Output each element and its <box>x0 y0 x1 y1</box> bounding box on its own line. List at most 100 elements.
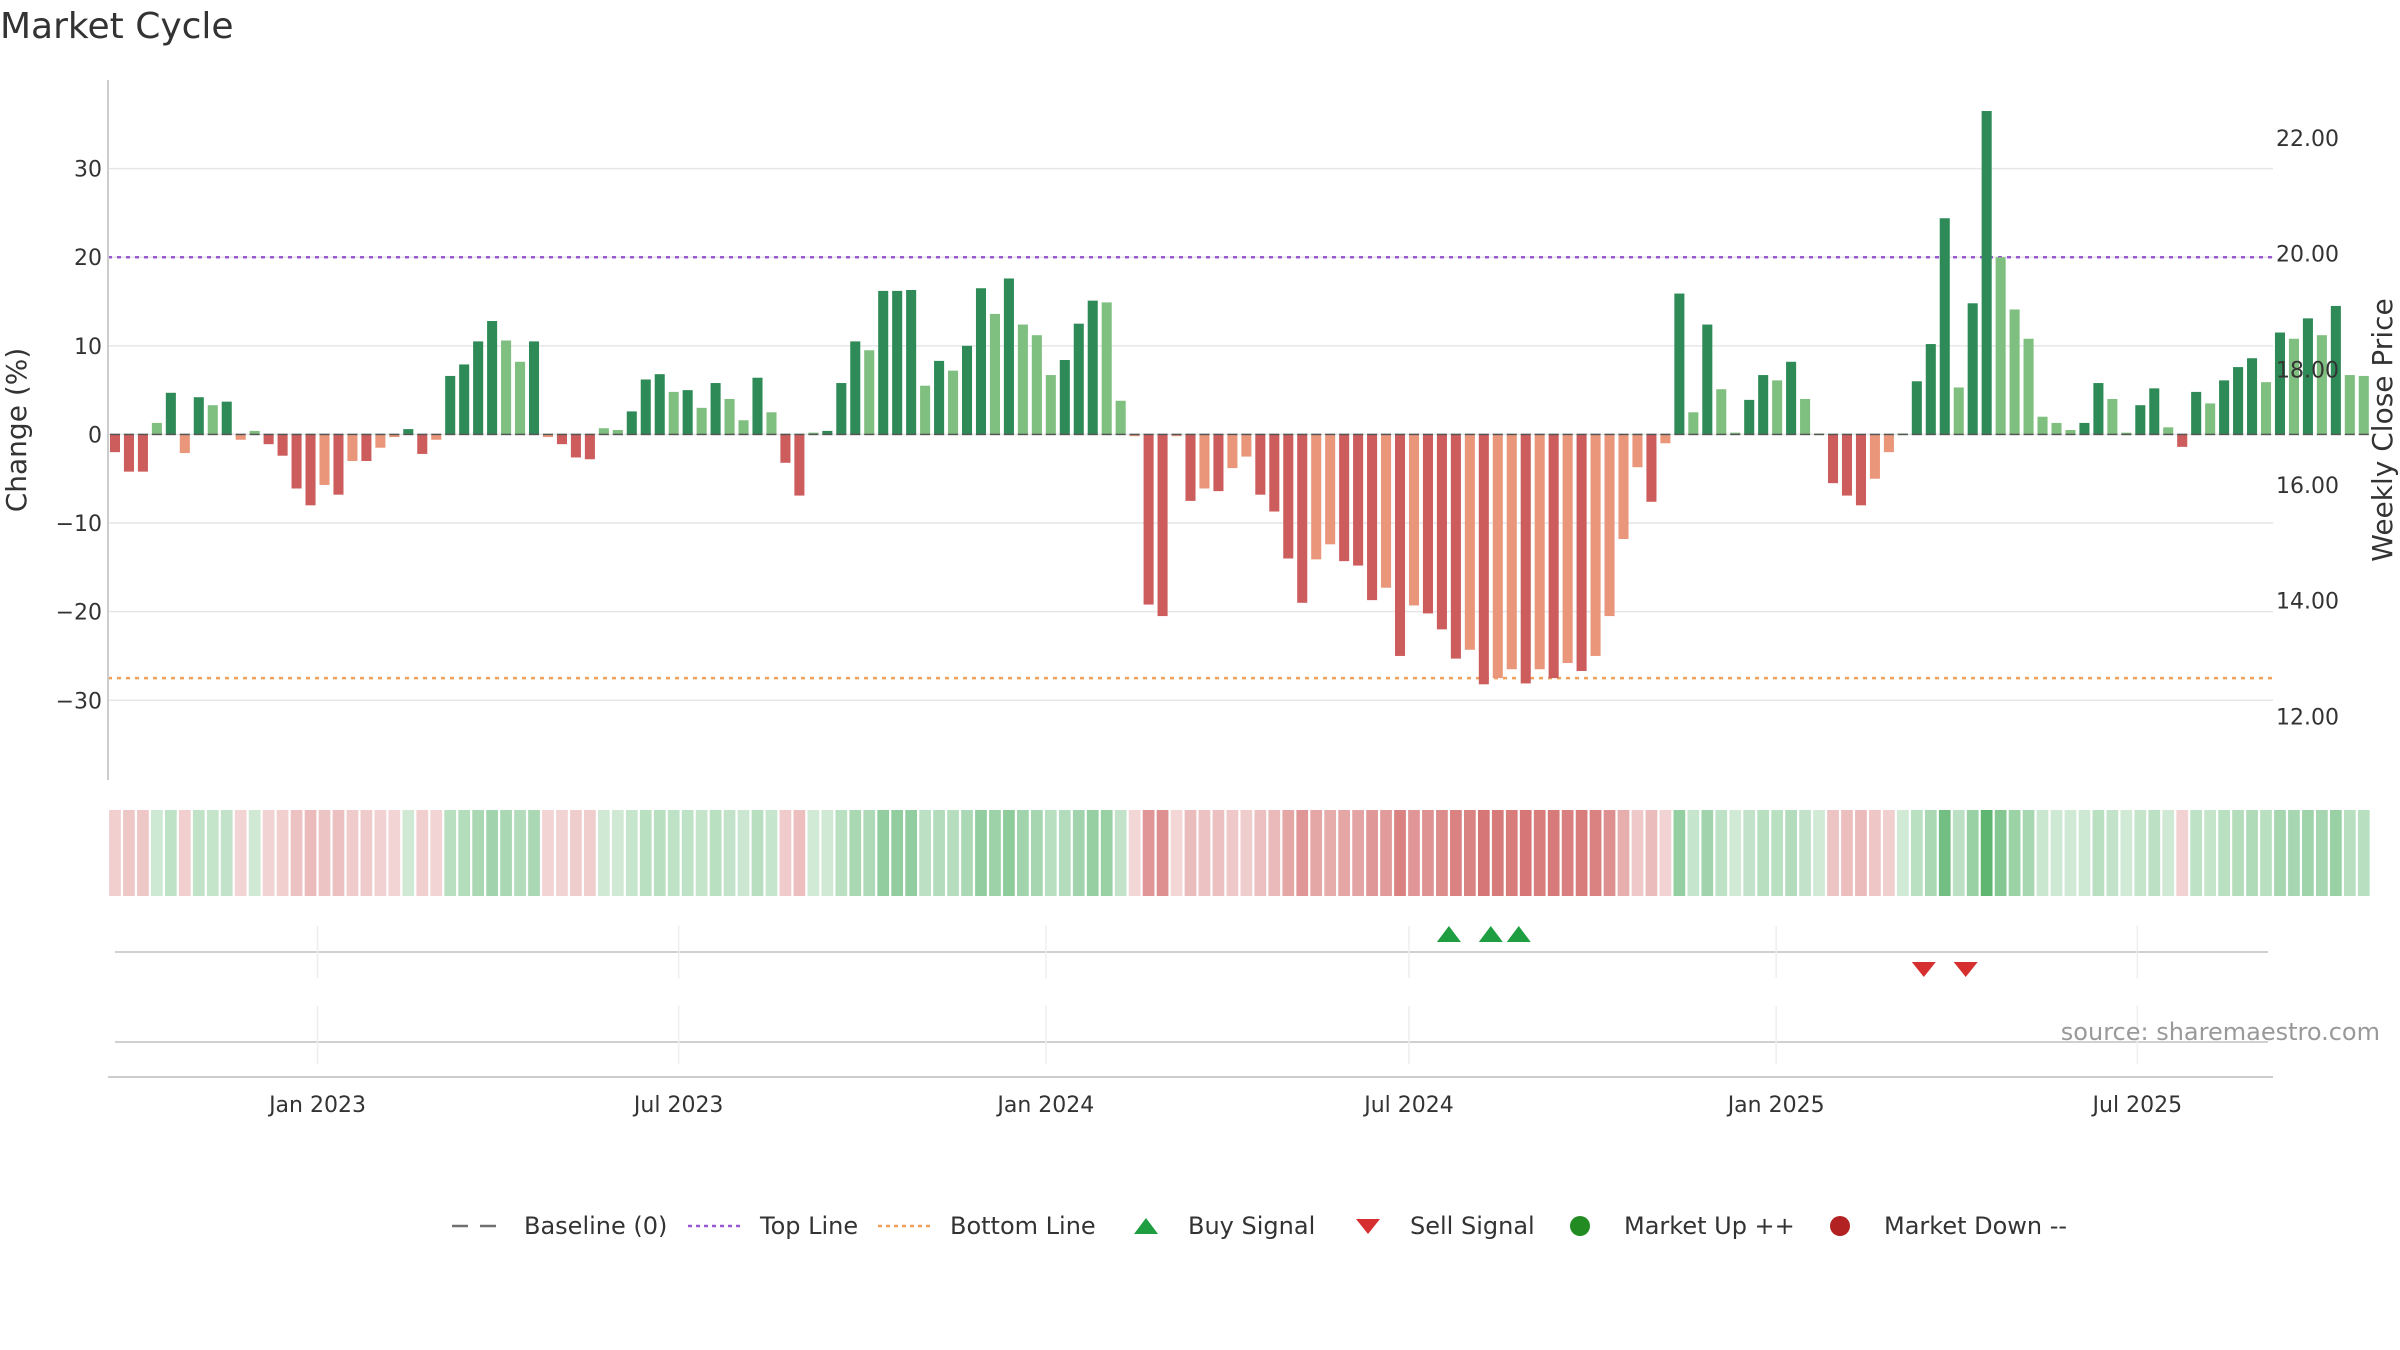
change-bar <box>961 345 973 435</box>
change-bar <box>682 390 693 435</box>
change-bar <box>445 375 456 435</box>
heat-cell <box>1282 810 1295 896</box>
change-bar <box>878 290 889 435</box>
change-bar <box>2093 383 2104 435</box>
heat-cell <box>863 810 876 896</box>
change-bar <box>1199 434 1210 489</box>
change-bar <box>361 434 372 462</box>
change-bar <box>1297 434 1308 603</box>
heat-cell <box>360 810 373 896</box>
change-bar <box>1576 434 1587 672</box>
heat-cell <box>2302 810 2314 896</box>
heat-cell <box>947 810 959 896</box>
reference-lines <box>108 255 2273 680</box>
heat-cell <box>1603 810 1616 896</box>
change-bar <box>2149 388 2160 435</box>
change-bar <box>654 374 665 435</box>
heat-cell <box>1450 810 1462 896</box>
x-tick-label: Jan 2024 <box>995 1093 1094 1118</box>
heat-cell <box>556 810 568 896</box>
legend-item: Baseline (0) <box>452 1212 667 1240</box>
heat-cell <box>458 810 471 896</box>
change-bar <box>1590 434 1601 656</box>
heat-cell <box>570 810 582 896</box>
change-bar <box>1213 434 1224 492</box>
sell-signal-marker <box>1911 962 1936 977</box>
heat-cell <box>528 810 540 896</box>
heat-cell <box>318 810 331 896</box>
heat-cell <box>1855 810 1867 896</box>
heat-cell <box>1547 810 1560 896</box>
change-bar <box>1604 434 1615 617</box>
heat-cell <box>2274 810 2286 896</box>
change-bar <box>1353 434 1364 566</box>
heat-cell <box>192 810 205 896</box>
heat-cell <box>765 810 778 896</box>
heat-cell <box>1030 810 1043 896</box>
change-bar <box>1632 434 1643 468</box>
heat-cell <box>779 810 792 896</box>
change-bar <box>1478 434 1489 685</box>
legend-item: Buy Signal <box>1134 1212 1315 1240</box>
heat-cell <box>1757 810 1770 896</box>
change-bar <box>1171 434 1182 437</box>
legend-item: Top Line <box>688 1212 858 1240</box>
change-bar <box>1688 412 1699 435</box>
heat-cell <box>1156 810 1169 896</box>
y-tick-label: 10 <box>74 335 102 360</box>
heat-cell <box>430 810 443 896</box>
bottom-panel <box>108 1006 2273 1078</box>
change-bar <box>403 429 414 435</box>
heat-cell <box>905 810 918 896</box>
change-bar <box>151 422 162 435</box>
change-bar <box>640 379 651 435</box>
heat-cell <box>961 810 973 896</box>
heat-cell <box>1785 810 1797 896</box>
heat-cell <box>667 810 680 896</box>
legend-triangle-down-icon <box>1356 1219 1380 1234</box>
heat-cell <box>2106 810 2119 896</box>
change-bar <box>109 434 121 453</box>
heat-cell <box>1924 810 1937 896</box>
change-bar <box>794 434 805 496</box>
heat-cell <box>709 810 722 896</box>
change-bar <box>1562 434 1573 664</box>
change-bar <box>1618 434 1629 539</box>
heat-cell <box>234 810 247 896</box>
change-bar <box>1087 300 1098 435</box>
legend-label: Buy Signal <box>1188 1212 1315 1240</box>
heat-cell <box>2176 810 2189 896</box>
heat-cell <box>472 810 485 896</box>
change-bar <box>1786 361 1797 435</box>
heat-cell <box>290 810 303 896</box>
heat-cell <box>625 810 638 896</box>
change-bars <box>109 111 2369 685</box>
heat-cell <box>444 810 457 896</box>
change-bar <box>1841 434 1853 496</box>
change-bar <box>277 434 288 456</box>
change-bar <box>1115 400 1126 435</box>
heat-cell <box>402 810 415 896</box>
legend-item: Market Down -- <box>1830 1212 2067 1240</box>
change-bar <box>487 321 498 435</box>
y-axis-right-label: Weekly Close Price <box>2366 298 2399 561</box>
heat-cell <box>2008 810 2021 896</box>
change-bar <box>1339 434 1350 562</box>
heat-cell <box>1561 810 1574 896</box>
change-bar <box>2023 338 2034 435</box>
heat-cell <box>1128 810 1141 896</box>
change-bar <box>1925 344 1936 435</box>
change-bar <box>2274 332 2286 435</box>
heat-cell <box>584 810 596 896</box>
heat-cell <box>1687 810 1700 896</box>
heat-cell <box>109 810 121 896</box>
signal-panel <box>115 926 2268 978</box>
change-bar <box>1241 434 1252 457</box>
change-bar <box>1101 302 1112 435</box>
change-bar <box>528 341 540 435</box>
change-bar <box>1129 434 1140 437</box>
heat-cell <box>2288 810 2300 896</box>
change-bar <box>417 434 428 454</box>
change-bar <box>2358 375 2369 435</box>
